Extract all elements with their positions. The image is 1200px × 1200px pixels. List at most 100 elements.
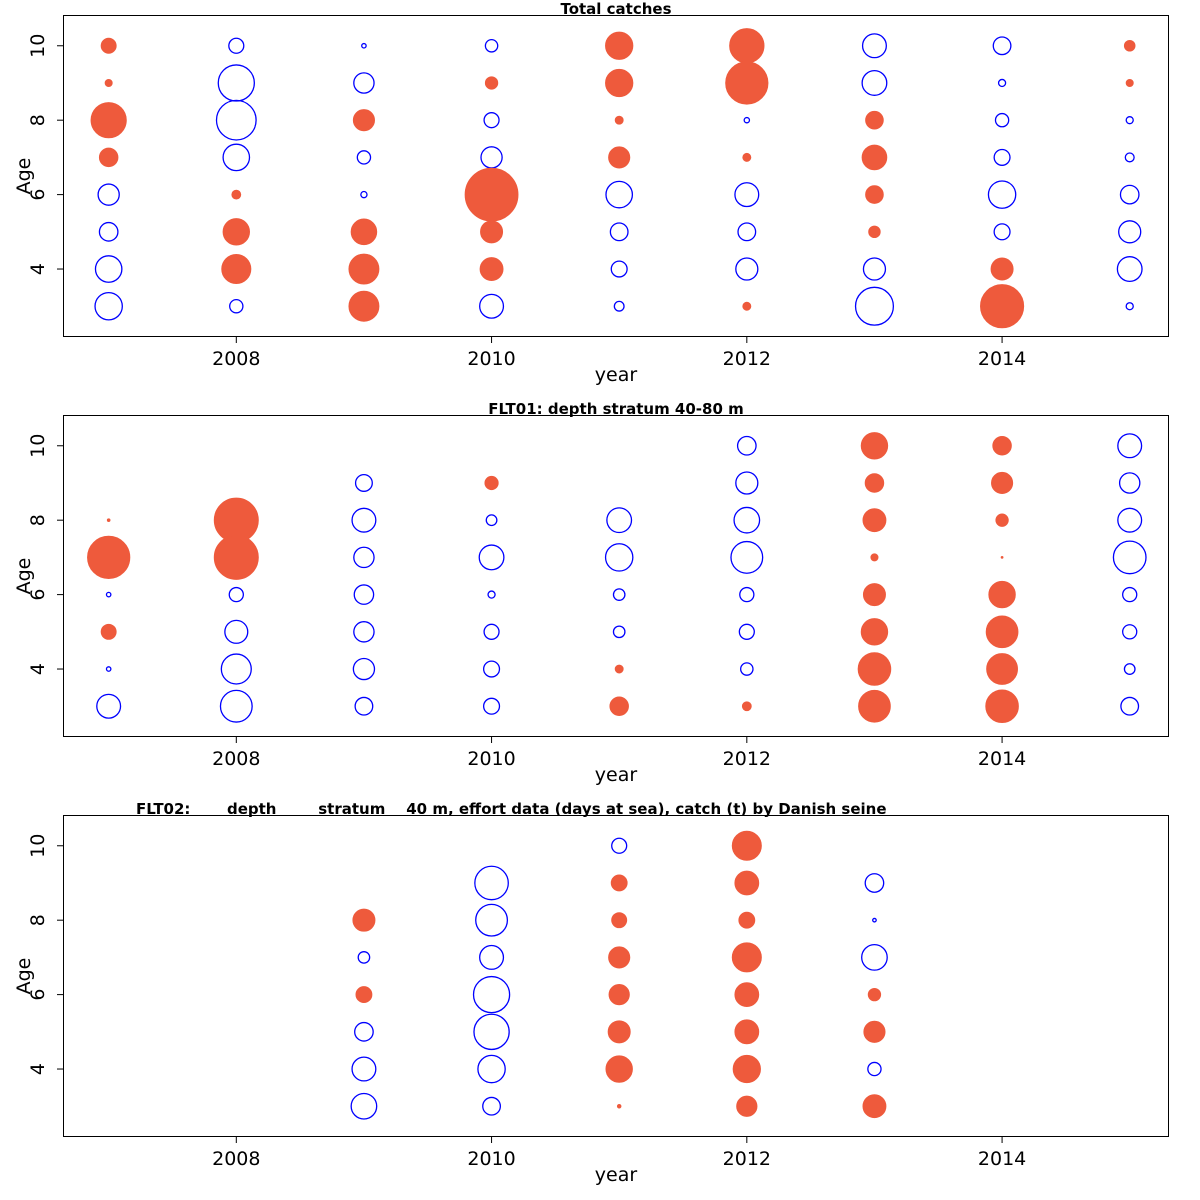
negative-residual-bubble xyxy=(733,506,761,534)
negative-residual-bubble xyxy=(353,621,375,643)
negative-residual-bubble xyxy=(1122,624,1138,640)
negative-residual-bubble xyxy=(354,1021,374,1042)
negative-residual-bubble xyxy=(222,143,251,172)
negative-residual-bubble xyxy=(611,837,628,854)
negative-residual-bubble xyxy=(228,586,244,603)
negative-residual-bubble xyxy=(350,1092,378,1120)
negative-residual-bubble xyxy=(1112,540,1147,575)
plot-frame xyxy=(63,15,1169,337)
negative-residual-bubble xyxy=(485,514,498,527)
positive-residual-bubble xyxy=(104,78,113,87)
negative-residual-bubble xyxy=(98,221,119,242)
positive-residual-bubble xyxy=(725,61,769,105)
bubble-marks xyxy=(90,28,1143,329)
positive-residual-bubble xyxy=(87,535,131,580)
x-axis: 2008 2010 2012 2014 xyxy=(212,736,1026,770)
negative-residual-bubble xyxy=(353,584,375,605)
negative-residual-bubble xyxy=(994,112,1010,128)
positive-residual-bubble xyxy=(605,31,634,60)
positive-residual-bubble xyxy=(734,982,760,1007)
negative-residual-bubble xyxy=(94,291,123,321)
y-axis: 4 6 8 10 xyxy=(27,434,64,675)
x-tick-label: 2010 xyxy=(467,348,515,370)
positive-residual-bubble xyxy=(868,225,881,239)
negative-residual-bubble xyxy=(992,36,1012,56)
negative-residual-bubble xyxy=(479,293,505,319)
negative-residual-bubble xyxy=(483,623,500,640)
x-tick-label: 2014 xyxy=(978,748,1026,770)
panel-flt01: FLT01: depth stratum 40-80 m 2008 2010 201… xyxy=(13,400,1169,786)
negative-residual-bubble xyxy=(479,944,505,970)
negative-residual-bubble xyxy=(354,696,374,716)
panel-title: Total catches xyxy=(560,0,671,18)
x-axis-title: year xyxy=(595,364,638,386)
positive-residual-bubble xyxy=(352,908,376,932)
negative-residual-bubble xyxy=(997,78,1007,88)
x-tick-label: 2008 xyxy=(212,1148,260,1170)
positive-residual-bubble xyxy=(480,220,504,244)
positive-residual-bubble xyxy=(484,475,499,491)
negative-residual-bubble xyxy=(872,917,877,923)
positive-residual-bubble xyxy=(607,1020,631,1044)
x-axis-title: year xyxy=(595,1164,638,1186)
negative-residual-bubble xyxy=(737,222,757,242)
positive-residual-bubble xyxy=(860,618,889,646)
y-axis-title: Age xyxy=(13,558,35,595)
negative-residual-bubble xyxy=(1125,116,1134,125)
positive-residual-bubble xyxy=(90,102,127,139)
y-tick-label: 6 xyxy=(27,989,49,1001)
negative-residual-bubble xyxy=(864,873,885,893)
positive-residual-bubble xyxy=(742,301,752,311)
negative-residual-bubble xyxy=(1117,433,1143,459)
negative-residual-bubble xyxy=(1117,507,1143,533)
negative-residual-bubble xyxy=(474,865,509,901)
positive-residual-bubble xyxy=(605,1055,633,1083)
negative-residual-bubble xyxy=(105,666,112,672)
negative-residual-bubble xyxy=(480,146,503,169)
negative-residual-bubble xyxy=(861,943,888,971)
positive-residual-bubble xyxy=(614,115,624,125)
negative-residual-bubble xyxy=(357,951,371,964)
positive-residual-bubble xyxy=(484,76,499,90)
positive-residual-bubble xyxy=(731,830,762,861)
positive-residual-bubble xyxy=(610,874,628,892)
negative-residual-bubble xyxy=(475,903,509,937)
y-tick-label: 6 xyxy=(27,589,49,601)
negative-residual-bubble xyxy=(356,150,372,165)
y-axis-title: Age xyxy=(13,158,35,195)
x-tick-label: 2010 xyxy=(467,1148,515,1170)
y-axis: 4 6 8 10 xyxy=(27,34,64,275)
negative-residual-bubble xyxy=(477,1054,506,1084)
positive-residual-bubble xyxy=(860,432,889,460)
positive-residual-bubble xyxy=(609,696,629,716)
negative-residual-bubble xyxy=(97,183,120,206)
positive-residual-bubble xyxy=(348,290,380,322)
positive-residual-bubble xyxy=(616,1103,622,1109)
negative-residual-bubble xyxy=(736,435,757,456)
negative-residual-bubble xyxy=(482,1096,502,1116)
negative-residual-bubble xyxy=(1123,663,1136,675)
positive-residual-bubble xyxy=(350,218,378,246)
positive-residual-bubble xyxy=(865,185,884,204)
positive-residual-bubble xyxy=(605,68,634,98)
negative-residual-bubble xyxy=(993,223,1011,241)
negative-residual-bubble xyxy=(351,507,377,533)
positive-residual-bubble xyxy=(608,983,630,1006)
y-tick-label: 8 xyxy=(27,514,49,526)
negative-residual-bubble xyxy=(360,190,368,199)
positive-residual-bubble xyxy=(355,986,373,1004)
positive-residual-bubble xyxy=(861,144,888,171)
negative-residual-bubble xyxy=(862,257,887,281)
negative-residual-bubble xyxy=(1118,220,1142,244)
positive-residual-bubble xyxy=(862,508,887,533)
negative-residual-bubble xyxy=(993,148,1011,166)
x-tick-label: 2012 xyxy=(723,748,771,770)
negative-residual-bubble xyxy=(743,116,751,124)
positive-residual-bubble xyxy=(991,471,1014,495)
negative-residual-bubble xyxy=(1118,472,1141,494)
y-axis: 4 6 8 10 xyxy=(27,834,64,1075)
negative-residual-bubble xyxy=(352,657,376,681)
x-tick-label: 2014 xyxy=(978,348,1026,370)
negative-residual-bubble xyxy=(478,544,505,571)
